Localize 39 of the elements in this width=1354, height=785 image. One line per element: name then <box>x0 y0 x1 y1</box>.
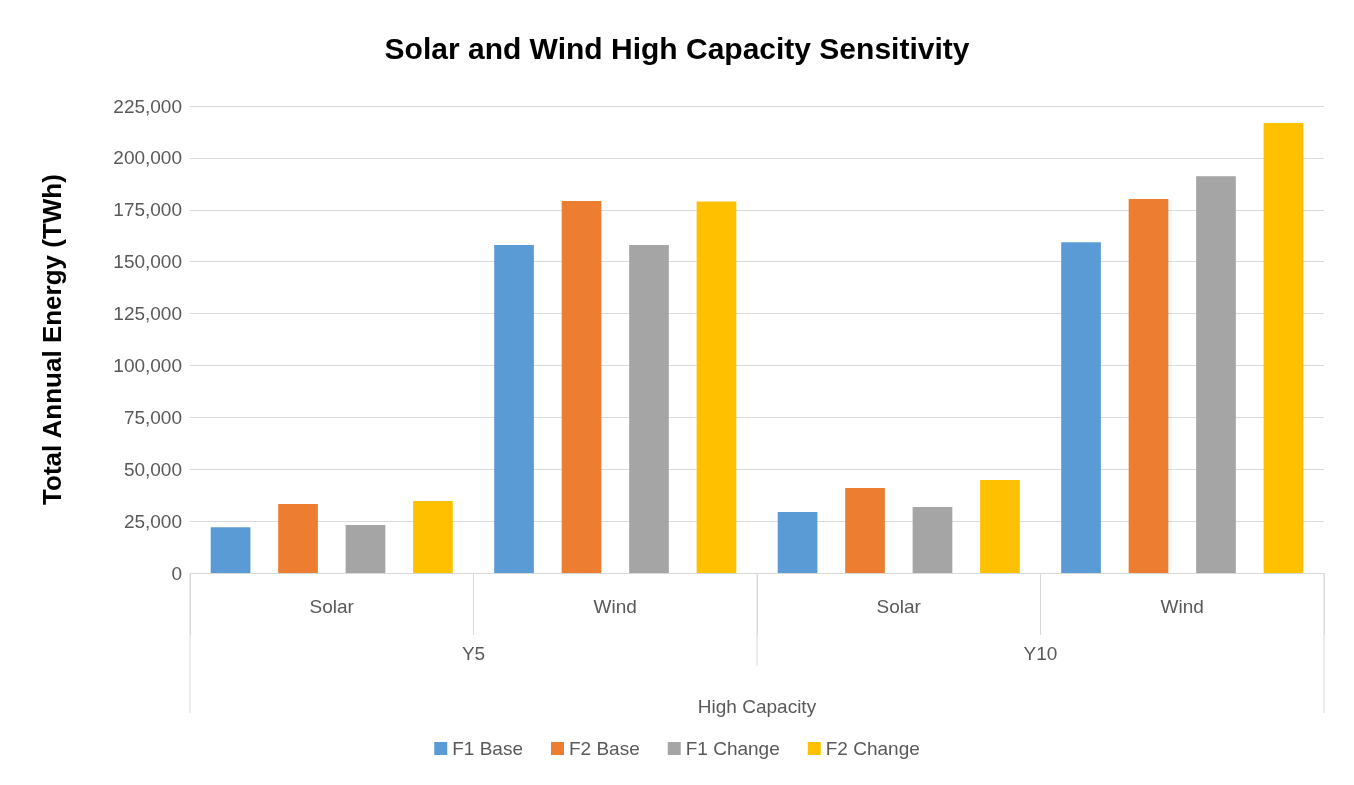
y-tick-label: 225,000 <box>113 95 182 117</box>
legend-label: F2 Base <box>568 738 640 759</box>
y-tick-label: 200,000 <box>113 147 182 169</box>
y-tick-label: 0 <box>171 562 182 584</box>
y-tick-label: 25,000 <box>123 510 182 532</box>
bar <box>1196 176 1236 573</box>
legend-label: F2 Change <box>825 738 920 759</box>
legend-label: F1 Change <box>685 738 780 759</box>
bar <box>1128 198 1169 573</box>
bar <box>912 507 953 573</box>
text: Y5 <box>461 642 486 664</box>
bar <box>345 525 386 573</box>
bar <box>494 245 534 573</box>
x-tick-label: Wind <box>1160 596 1204 617</box>
bar <box>1061 242 1101 573</box>
legend-label: F1 Base <box>452 738 523 759</box>
y-tick-label: 125,000 <box>113 303 182 325</box>
x-axis-title: High Capacity <box>697 696 817 717</box>
y-tick-label: 50,000 <box>123 458 182 480</box>
y-tick-label: 75,000 <box>123 406 182 428</box>
bar <box>629 245 669 573</box>
x-tick-label: Wind <box>593 596 637 617</box>
x-tick-label: Solar <box>876 596 922 617</box>
bar <box>845 487 885 573</box>
bar <box>696 201 737 573</box>
bar <box>210 527 251 573</box>
y-tick-label: 150,000 <box>113 251 182 273</box>
y-axis-title: Total Annual Energy (TWh) <box>37 174 67 505</box>
chart-title: Solar and Wind High Capacity Sensitivity <box>384 31 970 65</box>
bar <box>1263 123 1304 573</box>
y-tick-label: 100,000 <box>113 354 182 376</box>
bar <box>413 500 453 573</box>
y-tick-label: 175,000 <box>113 199 182 221</box>
bar <box>777 511 818 573</box>
bar <box>980 480 1020 573</box>
text: Y10 <box>1023 642 1058 664</box>
bar <box>561 201 602 573</box>
x-tick-label: Solar <box>309 596 355 617</box>
bar <box>278 504 318 573</box>
